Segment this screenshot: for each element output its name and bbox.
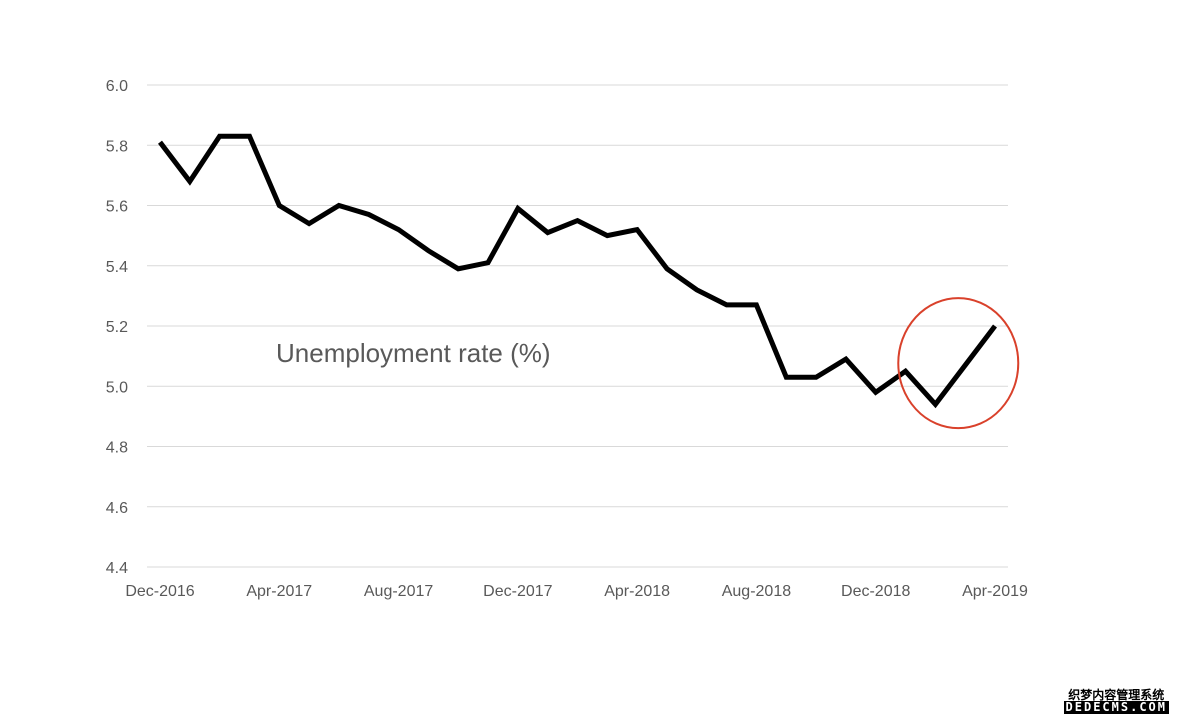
x-tick-label: Dec-2018: [841, 583, 910, 600]
x-tick-label: Aug-2017: [364, 583, 433, 600]
x-tick-label: Dec-2016: [125, 583, 194, 600]
x-tick-label: Aug-2018: [722, 583, 791, 600]
y-tick-label: 5.2: [106, 319, 128, 336]
y-tick-label: 5.0: [106, 379, 128, 396]
x-axis-tick-labels: Dec-2016 Apr-2017 Aug-2017 Dec-2017 Apr-2018…: [125, 583, 1028, 600]
chart-annotation: Unemployment rate (%): [276, 338, 551, 368]
y-tick-label: 6.0: [106, 78, 128, 95]
x-tick-label: Apr-2019: [962, 583, 1028, 600]
y-tick-label: 5.8: [106, 138, 128, 155]
y-axis-tick-labels: 4.4 4.6 4.8 5.0 5.2 5.4 5.6 5.8 6.0: [106, 78, 128, 577]
watermark-text-cn: 织梦内容管理系统: [1068, 687, 1165, 702]
watermark-text-domain: DEDECMS.COM: [1063, 700, 1169, 715]
y-tick-label: 4.6: [106, 500, 128, 517]
y-tick-label: 4.4: [106, 560, 128, 577]
x-tick-label: Apr-2017: [246, 583, 312, 600]
y-tick-label: 5.6: [106, 199, 128, 216]
x-tick-label: Apr-2018: [604, 583, 670, 600]
series-line: [158, 133, 997, 409]
y-tick-label: 5.4: [106, 259, 128, 276]
highlight-circle: [897, 297, 1020, 430]
gridlines: [147, 84, 1008, 568]
y-tick-label: 4.8: [106, 440, 128, 457]
watermark: 织梦内容管理系统 DEDECMS.COM: [1063, 687, 1169, 715]
x-tick-label: Dec-2017: [483, 583, 552, 600]
